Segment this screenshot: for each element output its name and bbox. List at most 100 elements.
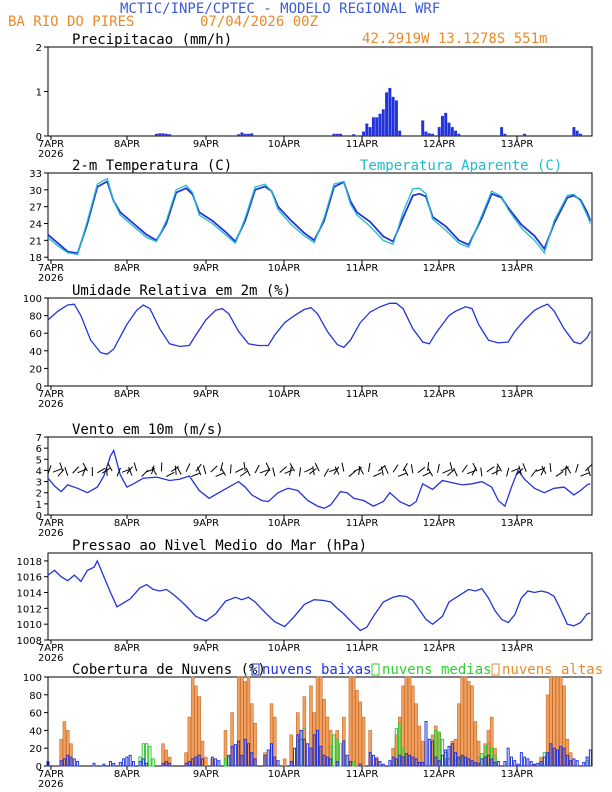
cloud-medium-bar [332,734,336,767]
cloud-low-bar [217,760,221,767]
y-tick-label: 1016 [17,573,42,584]
precip-bar [447,122,451,136]
cloud-low-bar [201,758,204,767]
cloud-low-bar [194,756,198,767]
cloud-low-bar [145,762,149,767]
wind-vector [367,462,371,472]
precip-bar [371,117,375,136]
cloud-low-bar [263,754,267,767]
wind-vector [151,465,155,475]
y-tick-label: 33 [29,169,42,180]
cloud-low-bar [444,749,448,767]
wind-vector [461,464,468,473]
cloud-low-bar [302,738,306,767]
wind-vector [427,468,434,477]
wind-vector [491,469,500,475]
wind-vector [229,464,232,474]
wind-vector [334,466,340,475]
x-tick-label: 13APR [501,643,534,654]
wind-vector [215,472,225,477]
cloud-low-bar [197,754,201,767]
cloud-low-bar [230,745,234,767]
wind-vector [442,469,451,474]
precip-bar [385,92,389,136]
series-line [47,302,591,356]
wind-vector [52,468,62,473]
panel-title: 2-m Temperatura (C) [72,158,232,174]
wind-vector [486,466,495,473]
cloud-low-bar [562,747,566,767]
precip-bar [168,134,172,136]
cloud-low-bar [118,761,122,767]
x-tick-label: 13APR [501,263,534,274]
station-name: BA RIO DO PIRES [8,14,134,30]
legend-apparent-temp: Temperatura Aparente (C) [360,158,562,174]
wind-vector [402,462,408,472]
precip-bar [457,133,461,136]
wind-vector [243,462,246,472]
wind-vector [106,466,108,476]
cloud-low-bar [299,729,303,767]
wind-vector [289,463,295,472]
cloud-low-bar [273,756,277,767]
y-tick-label: 60 [29,329,42,340]
wind-vector [380,466,384,476]
x-tick-label: 8APR [114,769,140,780]
x-tick-label: 12APR [423,139,456,150]
cloud-low-bar [342,740,346,767]
cloud-low-bar [296,734,300,767]
plot-frame [47,46,593,137]
x-tick-label: 10APR [268,389,301,400]
wind-vector [511,467,520,472]
precip-bar [391,96,395,136]
wind-vector [121,468,131,473]
precip-bar [154,133,158,136]
wind-vector [516,468,524,476]
x-tick-label: 9APR [193,769,219,780]
precip-bar [335,133,339,136]
cloud-high-bar [282,758,287,767]
x-tick-label: 9APR [193,518,219,529]
panel-2: 2-m Temperatura (C) 18 21 24 27 30 33 7APR 8APR 9… [29,158,593,284]
legend-label: nuvens baixas [262,662,372,678]
wind-vector [565,465,572,474]
cloud-low-bar [447,745,451,767]
wind-vector [397,472,407,477]
cloud-high-bar [351,676,356,767]
panel-6: Cobertura de Nuvens (%) 0 20 40 60 80 100 7APR 8… [23,662,603,790]
wind-vector [265,462,271,472]
wind-vector [480,467,483,477]
cloud-low-bar [368,752,372,767]
cloud-low-bar [391,756,395,767]
x-tick-label: 8APR [114,518,140,529]
y-tick-label: 4 [36,466,42,477]
x-tick-label: 10APR [268,263,301,274]
cloud-low-bar [509,756,513,767]
cloud-low-bar [431,740,435,767]
cloud-low-bar [138,761,142,767]
precip-bar [365,123,369,136]
cloud-medium-bar [223,758,228,767]
cloud-high-bar [411,685,415,767]
precip-bar [164,133,168,136]
precip-bar [427,133,431,136]
wind-vector [298,467,302,477]
series-line [47,177,592,256]
wind-vector [314,462,320,472]
precip-bar [247,133,250,136]
plot-frame [47,297,593,387]
wind-vector [472,462,478,472]
cloud-low-bar [378,761,382,767]
wind-vector [59,462,64,472]
cloud-medium-bar [148,745,152,767]
cloud-low-bar [556,749,559,767]
x-tick-label: 13APR [501,139,534,150]
y-tick-label: 1012 [17,604,42,615]
precip-bar [394,100,398,136]
cloud-high-bar [348,676,353,767]
precip-bar [240,132,244,136]
cloud-medium-bar [151,758,155,767]
cloud-low-bar [417,761,421,767]
cloud-low-bar [483,756,487,767]
cloud-low-bar [529,761,533,767]
